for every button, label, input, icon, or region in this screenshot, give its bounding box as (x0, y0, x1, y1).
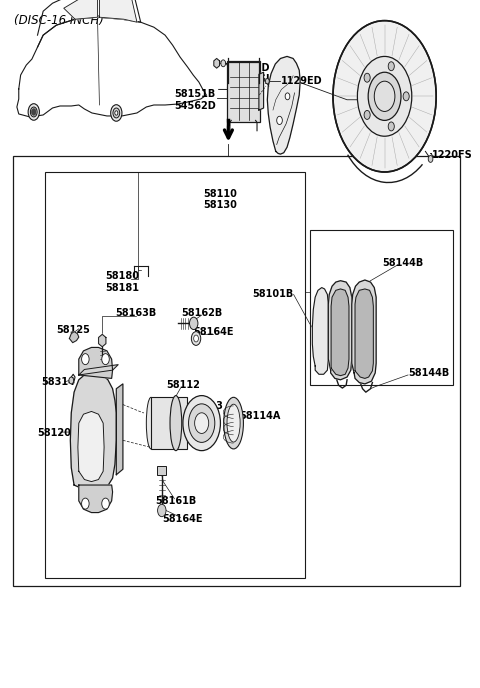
Polygon shape (214, 58, 219, 68)
Circle shape (102, 354, 109, 365)
Circle shape (69, 377, 73, 384)
Circle shape (113, 108, 120, 118)
Polygon shape (99, 0, 137, 22)
Circle shape (428, 155, 433, 162)
Ellipse shape (170, 396, 182, 451)
Circle shape (30, 107, 37, 117)
Polygon shape (98, 334, 106, 347)
Polygon shape (64, 0, 97, 19)
Polygon shape (312, 288, 328, 374)
Text: 58125: 58125 (56, 325, 90, 335)
Text: 58101B: 58101B (252, 290, 293, 299)
Text: 58164E: 58164E (163, 515, 203, 524)
Text: 58151B
54562D: 58151B 54562D (174, 89, 216, 111)
Circle shape (194, 335, 198, 342)
Text: 1351JD
1360GJ: 1351JD 1360GJ (232, 63, 271, 85)
Text: 1220FS: 1220FS (432, 150, 472, 160)
Text: (DISC-16 INCH): (DISC-16 INCH) (14, 14, 104, 27)
Circle shape (115, 111, 118, 115)
Text: 58114A: 58114A (239, 411, 281, 421)
Polygon shape (267, 56, 300, 154)
Circle shape (189, 404, 215, 442)
Circle shape (111, 105, 122, 121)
Bar (157, 466, 167, 475)
Polygon shape (328, 281, 352, 380)
FancyBboxPatch shape (228, 61, 260, 122)
Ellipse shape (227, 405, 240, 442)
Text: 58120: 58120 (37, 429, 71, 438)
Text: 58144B: 58144B (383, 258, 424, 268)
Bar (13, 156, 460, 586)
Polygon shape (78, 411, 104, 482)
Text: 58144B: 58144B (408, 368, 449, 378)
Polygon shape (17, 17, 206, 117)
Circle shape (403, 92, 409, 101)
Text: 58314: 58314 (42, 377, 75, 387)
Polygon shape (79, 347, 113, 378)
Circle shape (388, 122, 394, 131)
Circle shape (82, 498, 89, 509)
Circle shape (82, 354, 89, 365)
Text: 58163B: 58163B (115, 308, 156, 318)
Text: 58110
58130: 58110 58130 (204, 189, 238, 211)
Circle shape (276, 116, 282, 125)
Polygon shape (259, 72, 264, 110)
Circle shape (374, 81, 395, 111)
Polygon shape (355, 289, 373, 378)
Polygon shape (70, 332, 79, 343)
Circle shape (221, 60, 226, 67)
Circle shape (157, 504, 166, 517)
Circle shape (364, 111, 370, 120)
Circle shape (358, 56, 412, 136)
Text: 58113: 58113 (190, 401, 223, 411)
Polygon shape (79, 365, 118, 375)
Text: 58161B: 58161B (155, 496, 196, 506)
Polygon shape (71, 373, 116, 490)
Text: 51712: 51712 (361, 95, 395, 105)
Text: 58164E: 58164E (193, 327, 234, 336)
Circle shape (368, 72, 401, 120)
Text: 1129ED: 1129ED (281, 76, 323, 86)
Circle shape (265, 78, 269, 84)
Circle shape (364, 73, 370, 82)
FancyBboxPatch shape (151, 398, 187, 449)
Polygon shape (79, 485, 113, 513)
Text: 58180
58181: 58180 58181 (105, 271, 139, 293)
Bar (45, 172, 305, 578)
Text: 58112: 58112 (166, 380, 200, 390)
Circle shape (388, 62, 394, 71)
Polygon shape (331, 289, 349, 376)
Polygon shape (352, 280, 376, 384)
Circle shape (102, 498, 109, 509)
Circle shape (32, 109, 36, 116)
Circle shape (194, 413, 209, 433)
Circle shape (285, 93, 290, 100)
Text: 58162B: 58162B (181, 308, 222, 318)
Polygon shape (116, 384, 123, 475)
Circle shape (192, 332, 201, 345)
Circle shape (32, 110, 35, 114)
Polygon shape (37, 0, 141, 47)
Ellipse shape (146, 398, 156, 449)
Bar (310, 230, 453, 385)
Circle shape (28, 104, 39, 120)
Circle shape (190, 317, 198, 330)
Circle shape (183, 396, 220, 451)
Ellipse shape (224, 398, 243, 449)
Circle shape (333, 21, 436, 172)
